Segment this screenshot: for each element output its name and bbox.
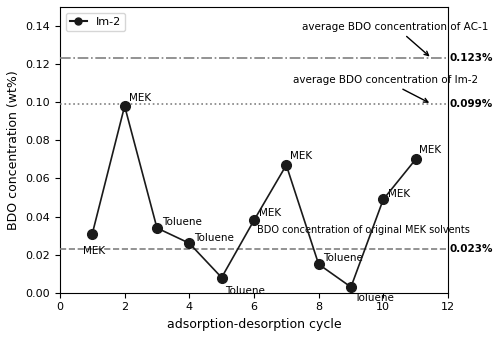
Text: 0.123%: 0.123% bbox=[450, 53, 493, 64]
Y-axis label: BDO concentration (wt%): BDO concentration (wt%) bbox=[7, 70, 20, 230]
Text: Toluene: Toluene bbox=[225, 286, 264, 296]
Text: BDO concentration of original MEK solvents: BDO concentration of original MEK solven… bbox=[257, 225, 470, 235]
Text: Toluene: Toluene bbox=[354, 293, 394, 304]
X-axis label: adsorption-desorption cycle: adsorption-desorption cycle bbox=[166, 318, 342, 331]
Text: MEK: MEK bbox=[130, 93, 152, 103]
Text: MEK: MEK bbox=[259, 208, 281, 218]
Text: MEK: MEK bbox=[82, 246, 104, 256]
Text: MEK: MEK bbox=[388, 189, 410, 199]
Text: MEK: MEK bbox=[419, 145, 441, 155]
Text: 0.099%: 0.099% bbox=[450, 99, 493, 109]
Text: MEK: MEK bbox=[290, 150, 312, 161]
Text: Toluene: Toluene bbox=[162, 217, 202, 227]
Text: Toluene: Toluene bbox=[324, 254, 364, 264]
Text: 0.023%: 0.023% bbox=[450, 244, 493, 254]
Legend: Im-2: Im-2 bbox=[66, 13, 125, 31]
Text: average BDO concentration of AC-1: average BDO concentration of AC-1 bbox=[302, 22, 489, 55]
Text: average BDO concentration of Im-2: average BDO concentration of Im-2 bbox=[293, 75, 478, 102]
Text: Toluene: Toluene bbox=[194, 233, 234, 243]
